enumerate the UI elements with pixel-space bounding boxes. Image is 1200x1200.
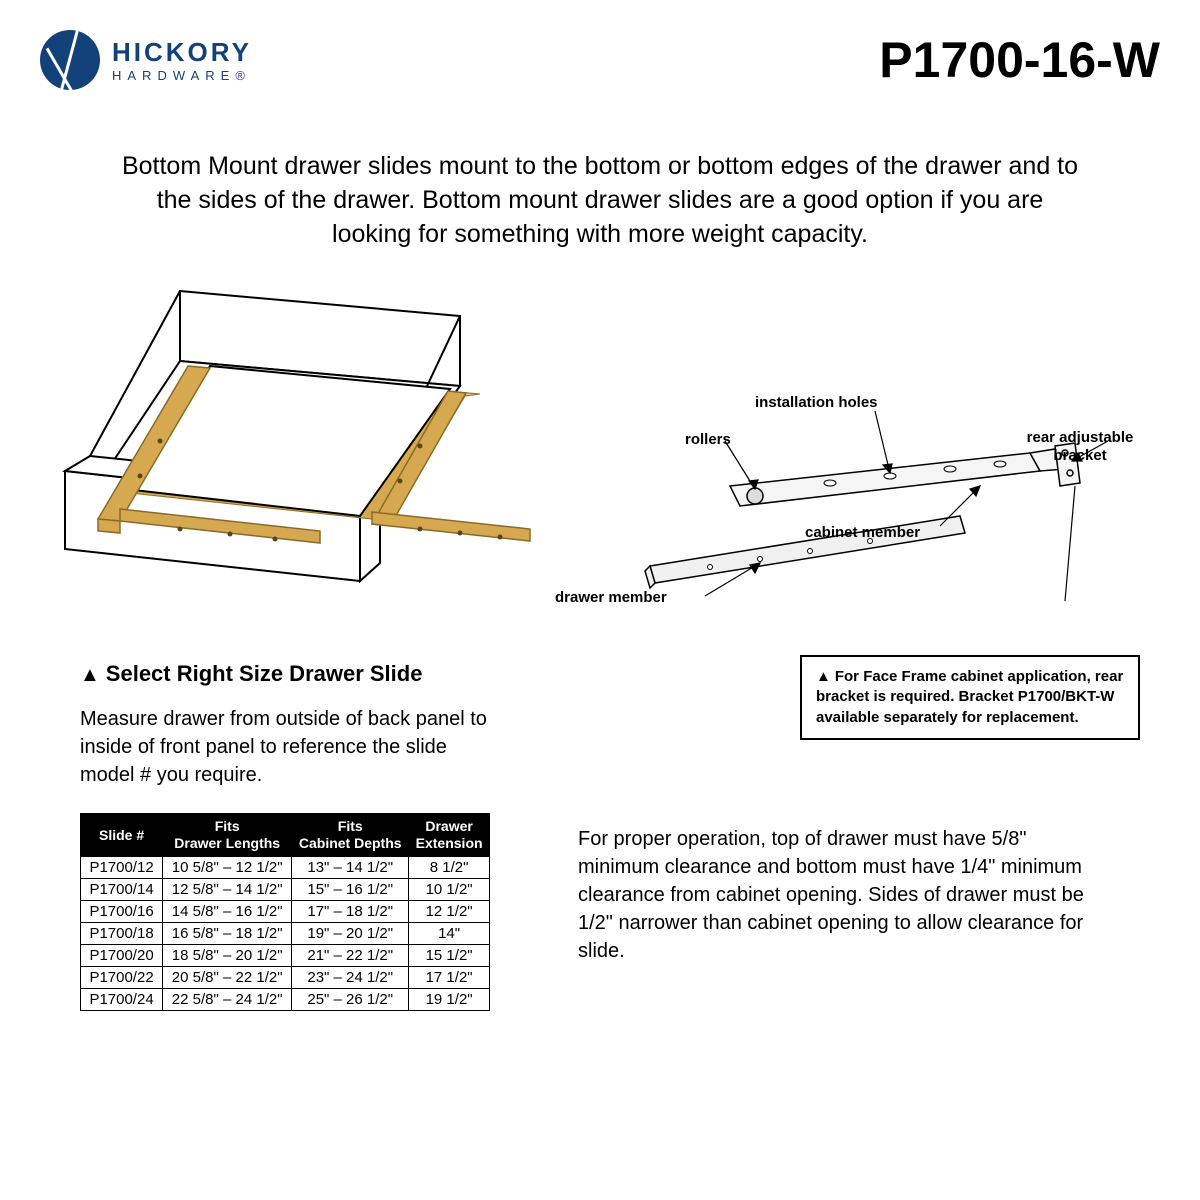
table-cell: P1700/22 (81, 966, 163, 988)
note-box: ▲For Face Frame cabinet application, rea… (800, 655, 1140, 740)
table-cell: 15" – 16 1/2" (292, 878, 409, 900)
table-cell: 22 5/8" – 24 1/2" (163, 988, 292, 1010)
callout-drawer-member: drawer member (555, 589, 667, 606)
size-table: Slide #FitsDrawer LengthsFitsCabinet Dep… (80, 813, 490, 1011)
operation-text: For proper operation, top of drawer must… (578, 825, 1098, 965)
table-cell: 15 1/2" (409, 944, 490, 966)
table-row: P1700/2220 5/8" – 22 1/2"23" – 24 1/2"17… (81, 966, 490, 988)
warning-icon: ▲ (80, 664, 100, 686)
table-cell: P1700/12 (81, 856, 163, 878)
table-cell: 8 1/2" (409, 856, 490, 878)
table-cell: 19 1/2" (409, 988, 490, 1010)
table-row: P1700/1210 5/8" – 12 1/2"13" – 14 1/2"8 … (81, 856, 490, 878)
table-cell: P1700/16 (81, 900, 163, 922)
section-title-text: Select Right Size Drawer Slide (106, 661, 423, 686)
table-header: FitsCabinet Depths (292, 814, 409, 857)
table-row: P1700/1614 5/8" – 16 1/2"17" – 18 1/2"12… (81, 900, 490, 922)
table-cell: 17 1/2" (409, 966, 490, 988)
brand-logo: HICKORY HARDWARE® (40, 30, 252, 90)
table-cell: 21" – 22 1/2" (292, 944, 409, 966)
table-header: DrawerExtension (409, 814, 490, 857)
table-cell: 20 5/8" – 22 1/2" (163, 966, 292, 988)
table-cell: 19" – 20 1/2" (292, 922, 409, 944)
table-cell: 23" – 24 1/2" (292, 966, 409, 988)
diagram-area: rollers installation holes rear adjustab… (60, 271, 1140, 631)
part-number: P1700-16-W (879, 31, 1160, 89)
table-cell: 18 5/8" – 20 1/2" (163, 944, 292, 966)
table-cell: 14 5/8" – 16 1/2" (163, 900, 292, 922)
table-cell: P1700/18 (81, 922, 163, 944)
table-cell: 12 5/8" – 14 1/2" (163, 878, 292, 900)
table-cell: P1700/20 (81, 944, 163, 966)
drawer-diagram (60, 271, 600, 591)
table-cell: 16 5/8" – 18 1/2" (163, 922, 292, 944)
brand-line2: HARDWARE® (112, 68, 252, 83)
table-header: Slide # (81, 814, 163, 857)
callout-install-holes: installation holes (755, 394, 878, 411)
table-cell: 10 1/2" (409, 878, 490, 900)
header: HICKORY HARDWARE® P1700-16-W (0, 0, 1200, 100)
table-cell: 14" (409, 922, 490, 944)
table-cell: P1700/24 (81, 988, 163, 1010)
table-cell: 13" – 14 1/2" (292, 856, 409, 878)
table-cell: 10 5/8" – 12 1/2" (163, 856, 292, 878)
table-cell: 12 1/2" (409, 900, 490, 922)
table-row: P1700/2422 5/8" – 24 1/2"25" – 26 1/2"19… (81, 988, 490, 1010)
table-cell: P1700/14 (81, 878, 163, 900)
brand-line1: HICKORY (112, 37, 252, 68)
callout-cabinet-member: cabinet member (805, 524, 920, 541)
note-text: For Face Frame cabinet application, rear… (816, 668, 1123, 726)
intro-text: Bottom Mount drawer slides mount to the … (0, 100, 1200, 271)
table-row: P1700/1412 5/8" – 14 1/2"15" – 16 1/2"10… (81, 878, 490, 900)
warning-icon: ▲ (816, 668, 831, 685)
slide-component-diagram (610, 391, 1130, 621)
table-header: FitsDrawer Lengths (163, 814, 292, 857)
measure-text: Measure drawer from outside of back pane… (80, 705, 500, 789)
callout-rear-bracket: rear adjustable bracket (1020, 429, 1140, 465)
table-cell: 25" – 26 1/2" (292, 988, 409, 1010)
table-cell: 17" – 18 1/2" (292, 900, 409, 922)
callout-rollers: rollers (685, 431, 731, 448)
table-row: P1700/1816 5/8" – 18 1/2"19" – 20 1/2"14… (81, 922, 490, 944)
brand-text: HICKORY HARDWARE® (112, 37, 252, 83)
table-row: P1700/2018 5/8" – 20 1/2"21" – 22 1/2"15… (81, 944, 490, 966)
logo-icon (40, 30, 100, 90)
